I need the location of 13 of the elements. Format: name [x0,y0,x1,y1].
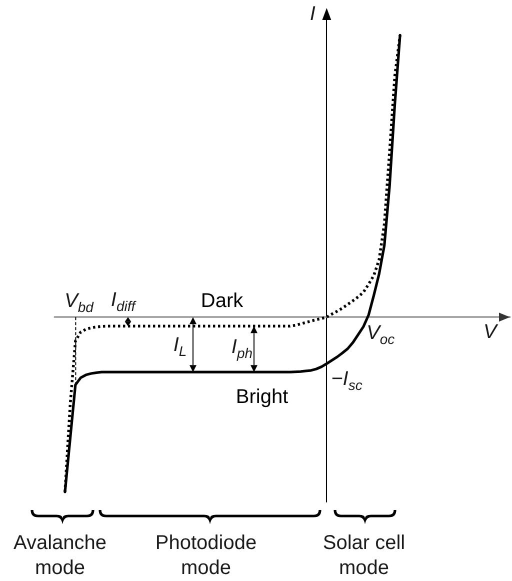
annotation: I$_{ph}$ [231,336,253,361]
x-axis-title: V [483,321,497,344]
text: Photodiode mode [155,531,257,581]
y-axis-title: I [310,3,316,25]
annotation: I$_{diff}$ [110,289,136,314]
text: Solar cell mode [322,531,406,581]
annotation: V$_{bd}$ [64,290,94,315]
text: Avalanche mode [13,531,107,581]
annotation: −I$_{sc}$ [331,368,362,393]
legend-label: Bright [236,386,288,408]
series-label: Dark [200,290,244,312]
annotation: V$_{oc}$ [366,322,395,347]
annotation: I$_{L}$ [173,334,187,359]
